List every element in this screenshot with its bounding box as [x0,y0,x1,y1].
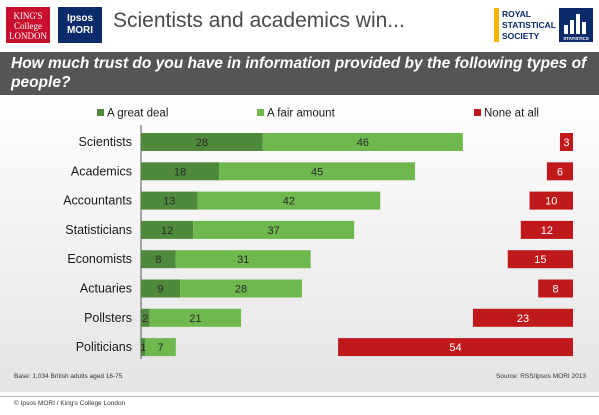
bar-value-1-7: 7 [158,342,164,354]
bar-value-1-5: 28 [235,284,247,296]
rss-logo: ROYAL STATISTICAL SOCIETY [494,8,556,42]
category-label-1: Academics [71,164,132,178]
bar-0-3 [141,220,194,239]
rss-logo-text: ROYAL STATISTICAL SOCIETY [502,9,556,42]
bar-value-2-0: 3 [563,137,569,149]
bar-2-2 [529,191,573,210]
base-note: Base: 1,034 British adults aged 16-75 [14,373,123,380]
category-label-0: Scientists [79,135,133,149]
statistics-logo: STATISTICS [559,8,593,42]
bar-value-2-6: 23 [517,313,529,325]
rss-logo-bar [494,8,499,42]
legend-swatch-0 [97,109,104,116]
bar-value-0-7: 1 [140,342,146,354]
rss-logo-line3: SOCIETY [502,31,540,41]
category-label-3: Statisticians [65,223,132,237]
bar-value-0-4: 8 [155,254,161,266]
kcl-logo: KING'S College LONDON [6,7,50,43]
source-note: Source: RSS/Ipsos MORI 2013 [496,373,586,380]
legend-swatch-1 [257,109,264,116]
statistics-logo-text: STATISTICS [563,36,589,41]
bar-value-2-4: 15 [534,254,546,266]
bar-chart-icon [564,14,588,34]
bar-0-0 [141,133,263,151]
bar-value-2-5: 8 [553,284,559,296]
bar-0-4 [141,250,176,269]
bar-value-2-7: 54 [449,342,461,354]
legend-swatch-2 [474,109,481,116]
bar-2-1 [546,162,573,181]
bar-1-0 [262,133,463,151]
bar-value-0-2: 13 [163,196,175,208]
bar-1-4 [175,250,311,269]
rss-logo-line2: STATISTICAL [502,20,556,30]
bar-2-6 [472,308,573,327]
bar-1-6 [149,308,242,327]
bar-value-1-6: 21 [189,313,201,325]
legend-label-0: A great deal [107,108,168,120]
bar-value-0-6: 2 [142,313,148,325]
question-text: How much trust do you have in informatio… [11,55,587,91]
bar-1-2 [197,191,381,210]
category-label-2: Accountants [63,194,132,208]
bar-2-4 [507,250,573,269]
rss-logo-line1: ROYAL [502,9,531,19]
bar-1-3 [193,220,355,239]
copyright-note: © Ipsos MORI / King's College London [14,400,126,407]
category-label-6: Pollsters [84,311,132,325]
bar-value-2-2: 10 [545,196,557,208]
bar-0-6 [141,308,150,327]
category-label-7: Politicians [76,340,132,354]
ipsos-mori-logo: Ipsos MORI [58,7,102,43]
bar-value-0-5: 9 [158,284,164,296]
bar-value-2-3: 12 [541,225,553,237]
bar-value-1-3: 37 [268,225,280,237]
bar-value-0-0: 28 [196,137,208,149]
bar-0-5 [141,279,181,298]
bar-value-0-1: 18 [174,166,186,178]
question-banner: How much trust do you have in informatio… [0,52,599,95]
bar-value-0-3: 12 [161,225,173,237]
bar-value-2-1: 6 [557,166,563,178]
ipsos-logo-line2: MORI [66,25,94,36]
legend-label-1: A fair amount [267,108,336,120]
ipsos-logo-line1: Ipsos [66,13,94,24]
bar-value-1-4: 31 [237,254,249,266]
bar-2-0 [559,133,573,151]
kcl-logo-text: KING'S College LONDON [9,11,47,41]
bar-1-1 [219,162,416,181]
bar-2-5 [538,279,573,298]
bar-1-7 [145,338,176,357]
bar-2-7 [338,338,573,357]
bar-value-1-1: 45 [311,166,323,178]
trust-chart: A great deal A fair amount None at all Scie… [63,108,573,359]
chart-area: A great deal A fair amount None at all Scie… [0,95,599,392]
bar-2-3 [520,220,573,239]
bar-value-1-0: 46 [357,137,369,149]
header: KING'S College LONDON Ipsos MORI Scienti… [0,0,599,48]
page-title: Scientists and academics win... [113,9,405,32]
legend-label-2: None at all [484,108,539,120]
bar-value-1-2: 42 [283,196,295,208]
footer-divider [0,396,599,397]
bar-1-5 [180,279,302,298]
bar-0-2 [141,191,198,210]
category-label-4: Economists [67,252,132,266]
bar-0-1 [141,162,220,181]
category-label-5: Actuaries [80,282,132,296]
bar-0-7 [141,338,146,357]
